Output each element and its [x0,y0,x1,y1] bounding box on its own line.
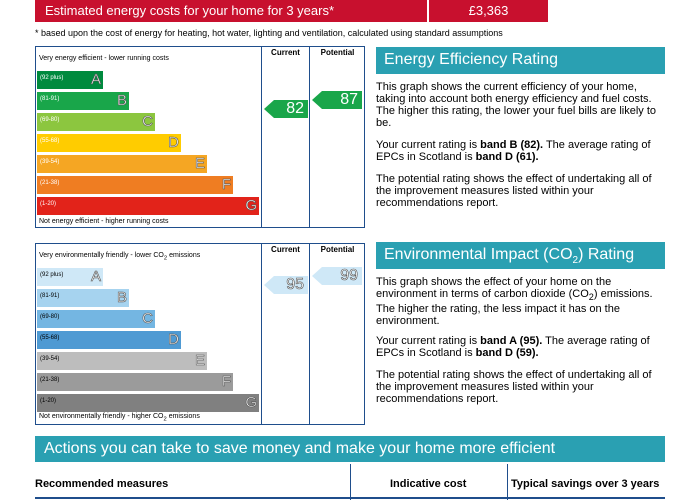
environmental-impact-chart: Current Potential Very environmentally f… [35,243,365,425]
column-divider [309,244,310,424]
measures-column-divider [507,464,508,500]
potential-rating-arrow: 99 [312,267,362,285]
eer-paragraph-3: The potential rating shows the effect of… [376,173,652,209]
current-column-header: Current [271,245,300,254]
band-range-label: (69-80) [40,314,60,320]
eer-paragraph-2: Your current rating is band B (82). The … [376,139,651,163]
band-range-label: (39-54) [40,159,60,165]
band-letter: E [194,155,206,173]
column-divider [261,244,262,424]
chart-top-text: Very environmentally friendly - lower CO… [39,252,201,262]
band-letter: C [142,310,153,328]
current-rating-arrow: 82 [264,100,308,118]
rating-band-d: (55-68) D [37,331,181,349]
eer-paragraph-1: This graph shows the current efficiency … [376,81,657,129]
band-letter: B [116,92,128,110]
column-divider [261,47,262,227]
rating-band-e: (39-54) E [37,352,207,370]
cost-footnote: * based upon the cost of energy for heat… [35,28,503,38]
typical-savings-header: Typical savings over 3 years [511,478,660,490]
chart-top-text: Very energy efficient - lower running co… [39,55,169,62]
current-rating-arrow: 95 [264,276,308,294]
actions-heading: Actions you can take to save money and m… [35,436,665,462]
rating-band-c: (69-80) C [37,113,155,131]
band-letter: D [168,331,179,349]
band-range-label: (21-38) [40,377,60,383]
measures-column-divider [350,464,351,500]
potential-column-header: Potential [320,245,355,254]
band-range-label: (55-68) [40,335,60,341]
measures-header-rule [35,497,665,499]
band-letter: A [90,268,102,286]
band-letter: B [116,289,128,307]
recommended-measures-header: Recommended measures [35,478,169,490]
band-letter: F [221,373,232,391]
estimated-cost-banner: Estimated energy costs for your home for… [35,0,548,22]
band-letter: C [142,113,153,131]
band-range-label: (21-38) [40,180,60,186]
environmental-impact-rating-heading: Environmental Impact (CO2) Rating [376,242,665,269]
rating-band-c: (69-80) C [37,310,155,328]
rating-band-a: (92 plus) A [37,268,103,286]
band-range-label: (1-20) [40,201,57,207]
column-divider [309,47,310,227]
rating-band-f: (21-38) F [37,373,233,391]
band-range-label: (39-54) [40,356,60,362]
band-range-label: (81-91) [40,96,60,102]
rating-band-g: (1-20) G [37,197,259,215]
indicative-cost-header: Indicative cost [390,478,467,490]
rating-band-d: (55-68) D [37,134,181,152]
potential-rating-arrow: 87 [312,91,362,109]
chart-bottom-text: Not environmentally friendly - higher CO… [39,412,200,422]
eir-paragraph-1: This graph shows the effect of your home… [376,276,653,328]
band-range-label: (1-20) [40,398,57,404]
rating-band-g: (1-20) G [37,394,259,412]
band-letter: F [221,176,232,194]
rating-band-b: (81-91) B [37,289,129,307]
band-letter: A [90,71,102,89]
band-letter: D [168,134,179,152]
band-range-label: (55-68) [40,138,60,144]
rating-band-a: (92 plus) A [37,71,103,89]
chart-bottom-text: Not energy efficient - higher running co… [39,218,169,225]
band-range-label: (92 plus) [40,75,64,81]
eir-paragraph-2: Your current rating is band A (95). The … [376,335,650,359]
rating-band-b: (81-91) B [37,92,129,110]
energy-efficiency-chart: Current Potential Very energy efficient … [35,46,365,228]
band-range-label: (81-91) [40,293,60,299]
energy-efficiency-rating-heading: Energy Efficiency Rating [376,47,665,74]
estimated-cost-label: Estimated energy costs for your home for… [45,3,335,18]
rating-band-e: (39-54) E [37,155,207,173]
estimated-cost-value: £3,363 [427,0,548,22]
potential-column-header: Potential [320,48,355,57]
rating-band-f: (21-38) F [37,176,233,194]
band-range-label: (69-80) [40,117,60,123]
band-letter: G [245,394,257,412]
band-range-label: (92 plus) [40,272,64,278]
band-letter: E [194,352,206,370]
eir-paragraph-3: The potential rating shows the effect of… [376,369,652,405]
current-column-header: Current [271,48,300,57]
band-letter: G [245,197,257,215]
